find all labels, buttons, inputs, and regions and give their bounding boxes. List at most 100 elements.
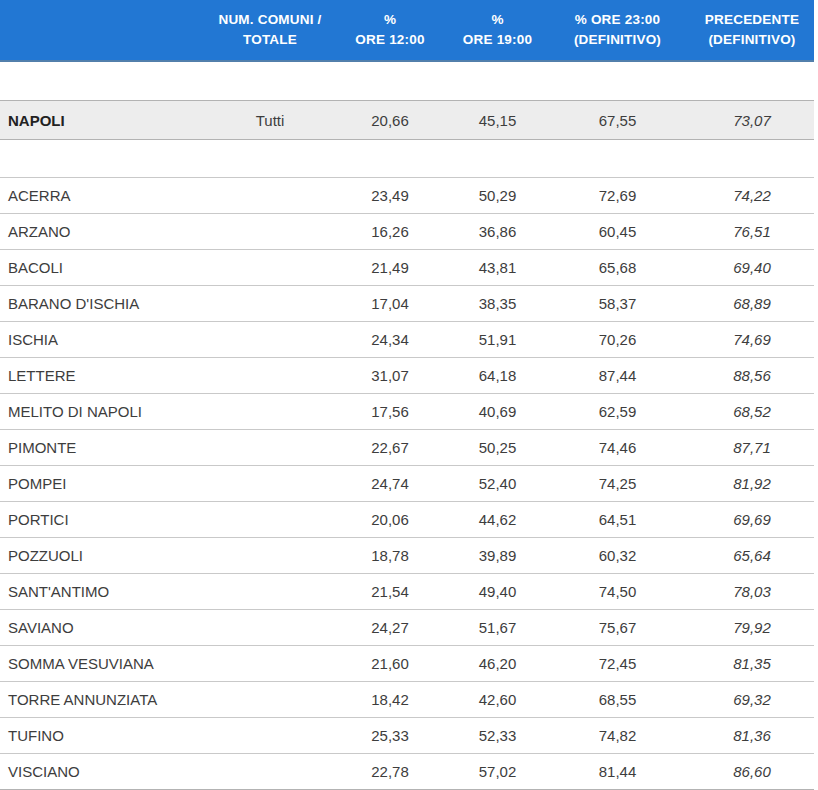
precedente-cell: 79,92 (690, 619, 814, 636)
table-row: LETTERE 31,07 64,18 87,44 88,56 (0, 357, 814, 393)
precedente-cell: 88,56 (690, 367, 814, 384)
table-row: VISCIANO 22,78 57,02 81,44 86,60 (0, 753, 814, 789)
ore23-cell: 67,55 (545, 112, 690, 129)
ore19-cell: 52,33 (450, 727, 545, 744)
ore12-cell: 31,07 (330, 367, 450, 384)
header-line: ORE 19:00 (450, 30, 545, 50)
spacer (0, 62, 814, 100)
comune-name: SOMMA VESUVIANA (0, 655, 210, 672)
ore23-cell: 60,45 (545, 223, 690, 240)
comune-name: BARANO D'ISCHIA (0, 295, 210, 312)
comune-name: VISCIANO (0, 763, 210, 780)
precedente-cell: 73,07 (690, 112, 814, 129)
precedente-cell: 68,89 (690, 295, 814, 312)
ore12-cell: 17,04 (330, 295, 450, 312)
header-cell-num-comuni: NUM. COMUNI / TOTALE (210, 10, 330, 50)
ore23-cell: 72,69 (545, 187, 690, 204)
spacer (0, 140, 814, 177)
comune-name: ACERRA (0, 187, 210, 204)
table-row: TORRE ANNUNZIATA 18,42 42,60 68,55 69,32 (0, 681, 814, 717)
header-cell-ore19: % ORE 19:00 (450, 10, 545, 50)
ore12-cell: 22,67 (330, 439, 450, 456)
summary-row-napoli: NAPOLI Tutti 20,66 45,15 67,55 73,07 (0, 100, 814, 140)
precedente-cell: 76,51 (690, 223, 814, 240)
table-row: SANT'ANTIMO 21,54 49,40 74,50 78,03 (0, 573, 814, 609)
ore23-cell: 81,44 (545, 763, 690, 780)
ore23-cell: 70,26 (545, 331, 690, 348)
ore12-cell: 18,78 (330, 547, 450, 564)
ore19-cell: 45,15 (450, 112, 545, 129)
ore19-cell: 42,60 (450, 691, 545, 708)
precedente-cell: 74,69 (690, 331, 814, 348)
ore23-cell: 74,50 (545, 583, 690, 600)
precedente-cell: 69,32 (690, 691, 814, 708)
table-row: ACERRA 23,49 50,29 72,69 74,22 (0, 177, 814, 213)
precedente-cell: 74,22 (690, 187, 814, 204)
ore12-cell: 24,34 (330, 331, 450, 348)
comune-name: NAPOLI (0, 112, 210, 129)
table-row: TUFINO 25,33 52,33 74,82 81,36 (0, 717, 814, 753)
precedente-cell: 81,35 (690, 655, 814, 672)
ore12-cell: 24,74 (330, 475, 450, 492)
header-line: % ORE 23:00 (545, 10, 690, 30)
precedente-cell: 68,52 (690, 403, 814, 420)
ore19-cell: 52,40 (450, 475, 545, 492)
ore19-cell: 64,18 (450, 367, 545, 384)
precedente-cell: 69,69 (690, 511, 814, 528)
ore12-cell: 21,60 (330, 655, 450, 672)
comune-name: BACOLI (0, 259, 210, 276)
ore23-cell: 58,37 (545, 295, 690, 312)
ore19-cell: 40,69 (450, 403, 545, 420)
table-row: ARZANO 16,26 36,86 60,45 76,51 (0, 213, 814, 249)
precedente-cell: 65,64 (690, 547, 814, 564)
comune-name: TUFINO (0, 727, 210, 744)
ore23-cell: 65,68 (545, 259, 690, 276)
table-row: PIMONTE 22,67 50,25 74,46 87,71 (0, 429, 814, 465)
ore23-cell: 60,32 (545, 547, 690, 564)
comune-name: PIMONTE (0, 439, 210, 456)
precedente-cell: 81,36 (690, 727, 814, 744)
header-line: PRECEDENTE (690, 10, 814, 30)
header-line: % (450, 10, 545, 30)
ore19-cell: 44,62 (450, 511, 545, 528)
precedente-cell: 86,60 (690, 763, 814, 780)
table-row: ISCHIA 24,34 51,91 70,26 74,69 (0, 321, 814, 357)
ore12-cell: 20,66 (330, 112, 450, 129)
ore23-cell: 75,67 (545, 619, 690, 636)
table-body: ACERRA 23,49 50,29 72,69 74,22 ARZANO 16… (0, 177, 814, 789)
comune-name: PORTICI (0, 511, 210, 528)
precedente-cell: 69,40 (690, 259, 814, 276)
ore23-cell: 62,59 (545, 403, 690, 420)
header-cell-ore12: % ORE 12:00 (330, 10, 450, 50)
header-cell-ore23: % ORE 23:00 (DEFINITIVO) (545, 10, 690, 50)
ore19-cell: 43,81 (450, 259, 545, 276)
ore12-cell: 16,26 (330, 223, 450, 240)
table-row: SOMMA VESUVIANA 21,60 46,20 72,45 81,35 (0, 645, 814, 681)
ore23-cell: 87,44 (545, 367, 690, 384)
ore23-cell: 74,25 (545, 475, 690, 492)
header-cell-precedente: PRECEDENTE (DEFINITIVO) (690, 10, 814, 50)
comune-name: SAVIANO (0, 619, 210, 636)
comune-name: SANT'ANTIMO (0, 583, 210, 600)
num-comuni-cell: Tutti (210, 112, 330, 129)
ore12-cell: 18,42 (330, 691, 450, 708)
comune-name: LETTERE (0, 367, 210, 384)
ore23-cell: 68,55 (545, 691, 690, 708)
precedente-cell: 81,92 (690, 475, 814, 492)
header-line: NUM. COMUNI / (210, 10, 330, 30)
ore19-cell: 46,20 (450, 655, 545, 672)
ore19-cell: 57,02 (450, 763, 545, 780)
table-row: SAVIANO 24,27 51,67 75,67 79,92 (0, 609, 814, 645)
table-row: POMPEI 24,74 52,40 74,25 81,92 (0, 465, 814, 501)
table-row: POZZUOLI 18,78 39,89 60,32 65,64 (0, 537, 814, 573)
comune-name: MELITO DI NAPOLI (0, 403, 210, 420)
ore23-cell: 64,51 (545, 511, 690, 528)
ore19-cell: 50,29 (450, 187, 545, 204)
turnout-table: NUM. COMUNI / TOTALE % ORE 12:00 % ORE 1… (0, 0, 814, 790)
ore19-cell: 39,89 (450, 547, 545, 564)
header-line: (DEFINITIVO) (690, 30, 814, 50)
table-row: PORTICI 20,06 44,62 64,51 69,69 (0, 501, 814, 537)
ore19-cell: 50,25 (450, 439, 545, 456)
ore12-cell: 25,33 (330, 727, 450, 744)
ore12-cell: 20,06 (330, 511, 450, 528)
